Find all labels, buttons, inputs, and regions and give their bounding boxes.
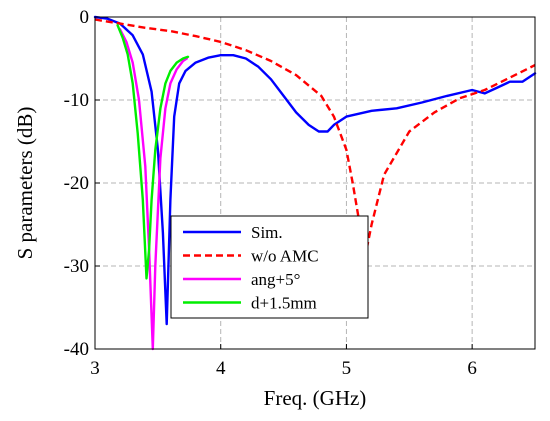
x-axis-label: Freq. (GHz): [264, 386, 367, 410]
series-group: [93, 15, 537, 351]
y-tick-label: -40: [64, 339, 89, 360]
x-tick-label: 4: [216, 358, 226, 379]
legend-label: Sim.: [251, 223, 283, 242]
legend: Sim. w/o AMC ang+5° d+1.5mm: [170, 215, 369, 319]
y-tick-label: -20: [64, 173, 89, 194]
y-axis-label: S parameters (dB): [13, 107, 37, 260]
series-line-sim: [93, 15, 537, 326]
y-tick-label: -10: [64, 90, 89, 111]
x-tick-label: 6: [467, 358, 477, 379]
x-tick-label: 5: [342, 358, 352, 379]
series-line-d-1-5mm: [116, 24, 190, 280]
y-tick-label: -30: [64, 256, 89, 277]
legend-label: ang+5°: [251, 270, 300, 289]
series-line-w-o-amc: [94, 18, 536, 258]
ticks: 3 4 5 6 0 -10 -20 -30 -40: [64, 7, 477, 379]
x-tick-label: 3: [90, 358, 100, 379]
y-tick-label: 0: [80, 7, 90, 28]
legend-label: w/o AMC: [251, 247, 319, 266]
series-line-ang-5: [118, 28, 188, 351]
legend-label: d+1.5mm: [251, 294, 317, 313]
